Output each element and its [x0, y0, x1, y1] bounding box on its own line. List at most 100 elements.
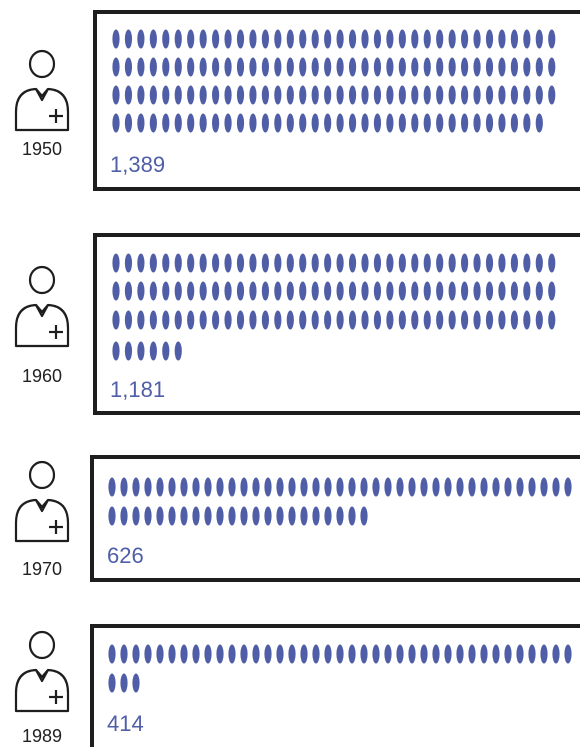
unit-dot — [348, 113, 357, 133]
unit-dot — [492, 477, 500, 497]
unit-dot — [552, 644, 560, 664]
unit-dot — [372, 644, 380, 664]
unit-dot — [473, 253, 481, 273]
panel-frame — [90, 624, 580, 747]
unit-dot — [361, 85, 369, 105]
unit-dot — [124, 281, 133, 301]
unit-dot — [361, 113, 369, 133]
unit-dot — [398, 29, 406, 49]
unit-dot — [274, 253, 282, 273]
unit-dot — [236, 310, 245, 330]
unit-dot — [336, 644, 344, 664]
unit-dot — [132, 673, 140, 693]
unit-dot — [156, 506, 164, 526]
unit-dot — [436, 281, 444, 301]
unit-dot — [174, 85, 182, 105]
unit-dot — [336, 57, 344, 77]
unit-dot — [398, 253, 406, 273]
unit-dot — [528, 644, 536, 664]
unit-dot — [411, 310, 419, 330]
unit-dot — [120, 477, 128, 497]
unit-dot — [274, 113, 282, 133]
unit-dot — [535, 281, 543, 301]
unit-dot — [528, 477, 536, 497]
unit-dot — [288, 506, 296, 526]
unit-dot — [324, 644, 332, 664]
unit-dot — [423, 281, 431, 301]
unit-dot — [311, 253, 319, 273]
unit-dot — [361, 281, 369, 301]
unit-dot — [124, 341, 133, 361]
unit-dot — [212, 113, 220, 133]
unit-dot — [535, 113, 543, 133]
unit-dot — [112, 29, 120, 49]
unit-dot — [468, 477, 476, 497]
unit-dot — [224, 253, 232, 273]
panel-frame — [90, 455, 580, 582]
unit-dot — [180, 506, 188, 526]
unit-dot — [261, 253, 269, 273]
unit-dot — [252, 644, 260, 664]
unit-dot — [224, 281, 232, 301]
unit-dot — [224, 57, 232, 77]
unit-dot — [224, 310, 232, 330]
unit-dot — [108, 506, 116, 526]
unit-dot — [286, 85, 294, 105]
unit-dot — [336, 477, 344, 497]
unit-dot — [120, 673, 128, 693]
unit-dot — [236, 281, 245, 301]
unit-dot — [423, 310, 431, 330]
unit-dot — [423, 253, 431, 273]
unit-dot — [324, 310, 332, 330]
unit-dot — [473, 281, 481, 301]
unit-dot — [149, 113, 157, 133]
unit-dot — [187, 310, 195, 330]
unit-dot — [361, 253, 369, 273]
panel-1989: 1989 414 — [14, 624, 580, 747]
year-label: 1960 — [22, 366, 62, 386]
unit-dot — [240, 477, 248, 497]
unit-dot — [498, 113, 506, 133]
unit-dot — [398, 310, 406, 330]
unit-dot — [120, 506, 128, 526]
unit-dot — [137, 281, 145, 301]
unit-dot — [384, 477, 392, 497]
unit-dot — [384, 644, 392, 664]
unit-dot — [461, 281, 469, 301]
unit-dot — [523, 310, 531, 330]
unit-dot — [420, 477, 428, 497]
unit-dot — [228, 506, 236, 526]
unit-dot — [187, 29, 195, 49]
unit-dot — [156, 644, 164, 664]
unit-dot — [286, 253, 294, 273]
unit-dot — [249, 57, 257, 77]
unit-dot — [212, 29, 220, 49]
unit-dot — [174, 253, 182, 273]
unit-dot — [261, 57, 269, 77]
unit-dot — [448, 29, 456, 49]
panel-1950: 1950 1,389 — [14, 10, 580, 191]
unit-dot — [261, 281, 269, 301]
unit-dot — [498, 281, 506, 301]
unit-dot — [473, 113, 481, 133]
unit-dot — [264, 506, 272, 526]
unit-dot — [348, 506, 356, 526]
unit-dot — [420, 644, 428, 664]
unit-dot — [112, 341, 120, 361]
unit-dot — [360, 477, 368, 497]
unit-dot — [448, 310, 456, 330]
unit-dot — [348, 29, 357, 49]
unit-dot — [398, 281, 406, 301]
unit-dot — [473, 85, 481, 105]
unit-dot — [149, 29, 157, 49]
unit-dot — [252, 506, 260, 526]
unit-dot — [360, 644, 368, 664]
unit-dot — [187, 85, 195, 105]
unit-dot — [348, 85, 357, 105]
unit-dot — [336, 310, 344, 330]
unit-dot — [162, 253, 170, 273]
unit-dot — [535, 29, 543, 49]
unit-dot — [299, 281, 307, 301]
unit-dot — [204, 644, 212, 664]
unit-dot — [312, 644, 320, 664]
